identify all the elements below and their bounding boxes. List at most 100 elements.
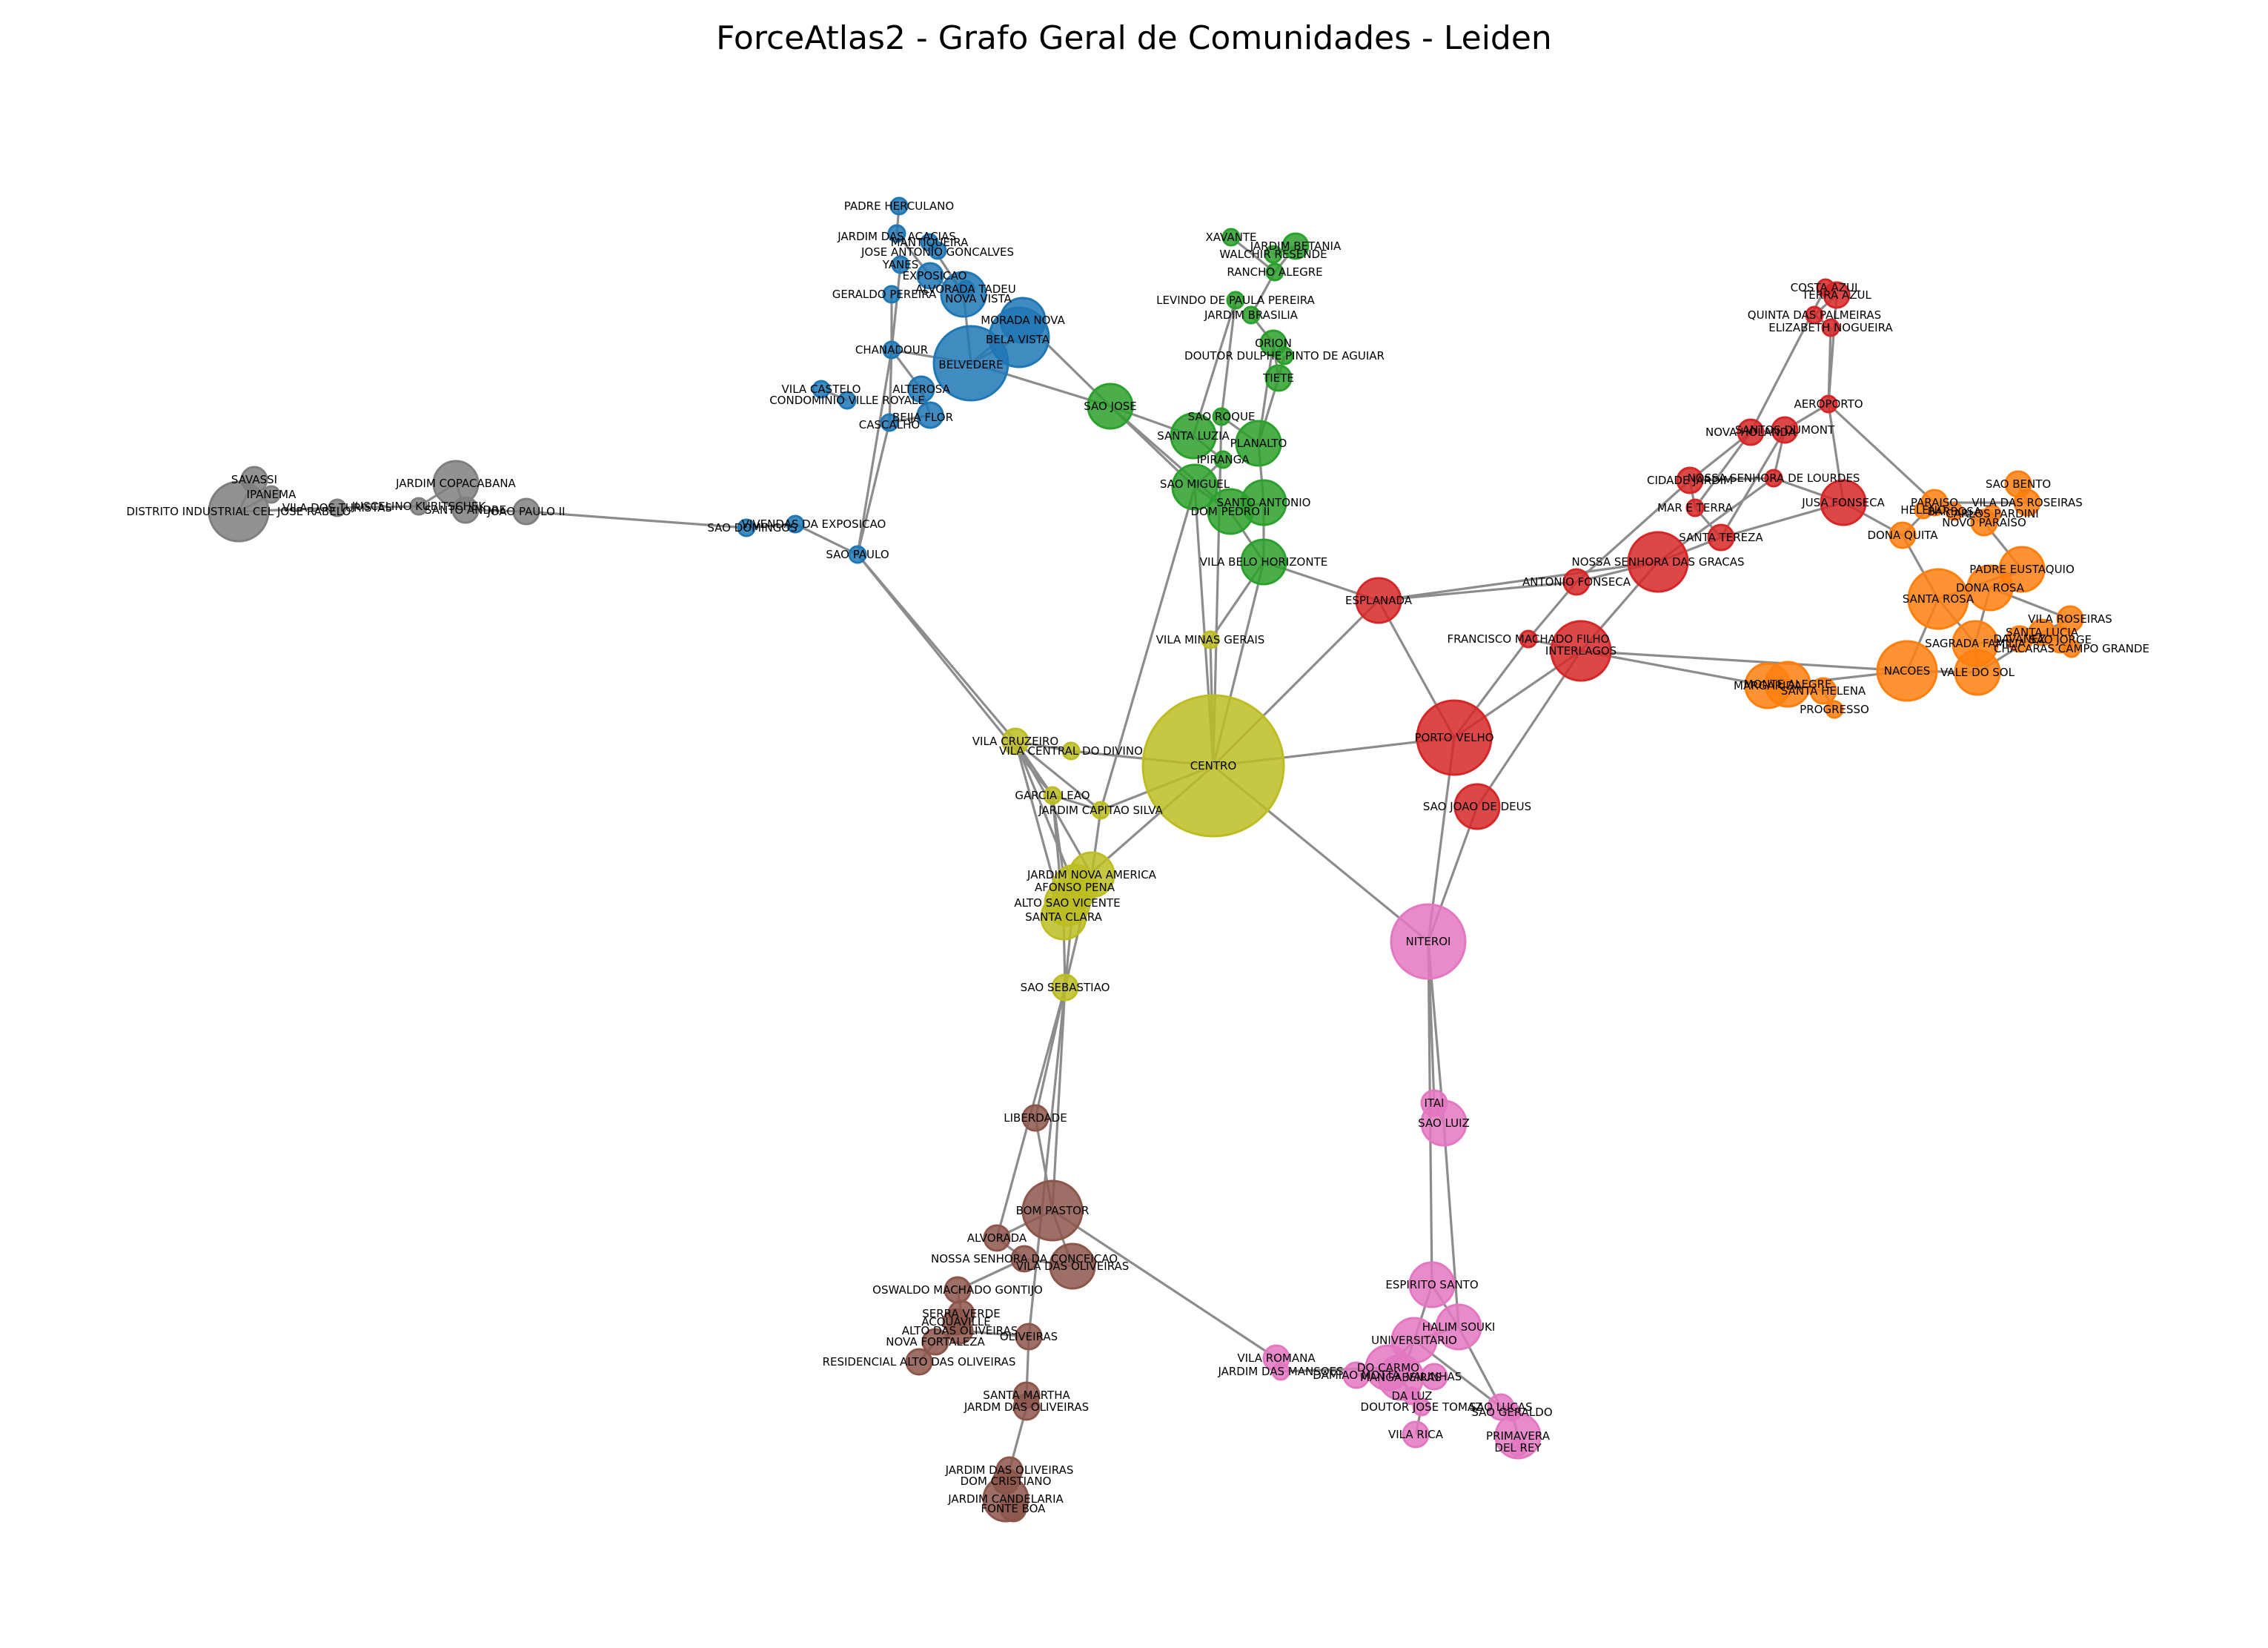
node-label: VILA CASTELO xyxy=(782,383,861,396)
graph-node xyxy=(1015,1323,1043,1351)
graph-edge xyxy=(525,510,747,529)
graph-node xyxy=(921,1328,949,1356)
node-label: SANTO ANDRE xyxy=(425,503,506,517)
node-label: PRIMAVERA xyxy=(1486,1429,1551,1443)
graph-edge xyxy=(1694,431,1752,509)
graph-node xyxy=(916,262,944,290)
node-label: BELVEDERE xyxy=(938,358,1003,371)
graph-node xyxy=(1170,412,1217,460)
node-label: TERRA AZUL xyxy=(1801,288,1871,302)
node-label: DEL REY xyxy=(1494,1441,1542,1455)
graph-node xyxy=(1966,564,2014,612)
graph-node xyxy=(1907,568,1969,630)
graph-edge xyxy=(1827,294,1838,405)
graph-node xyxy=(1676,466,1704,494)
graph-node xyxy=(451,496,480,524)
node-label: SAVASSI xyxy=(231,473,277,486)
node-label: AEROPORTO xyxy=(1794,397,1863,411)
node-label: ALVORADA xyxy=(967,1231,1027,1245)
nodes-layer xyxy=(208,196,2084,1523)
graph-node xyxy=(409,497,428,516)
node-label: SAO DOMINGOS xyxy=(707,521,797,535)
graph-edge xyxy=(1580,649,1768,687)
node-label: AFONSO PENA xyxy=(1035,881,1115,894)
node-label: VILA ROSEIRAS xyxy=(2028,612,2112,626)
node-label: FRANCISCO MACHADO FILHO xyxy=(1448,632,1610,646)
node-label: VILA CRUZEIRO xyxy=(972,735,1058,748)
graph-edge xyxy=(1051,987,1067,1211)
graph-node xyxy=(1221,228,1241,247)
node-label: NOSSA SENHORA DA CONCEICAO xyxy=(931,1252,1118,1265)
node-label: DONA QUITA xyxy=(1867,529,1938,542)
graph-node xyxy=(1771,416,1799,444)
graph-node xyxy=(999,1495,1027,1523)
node-label: ACQUAVILLE xyxy=(921,1315,990,1328)
node-label: SANTA TEREZA xyxy=(1679,531,1763,544)
graph-edge xyxy=(856,422,891,555)
node-label: CASCALHO xyxy=(859,418,920,431)
node-label: JARDIM CAPITAO SILVA xyxy=(1038,804,1163,817)
graph-edge xyxy=(795,523,858,556)
graph-node xyxy=(1010,1245,1038,1273)
graph-edge xyxy=(1580,649,1908,672)
node-label: HELENO xyxy=(1900,503,1946,517)
node-label: MANTIQUEIRA xyxy=(891,236,969,249)
node-label: QUINTA DAS PALMEIRAS xyxy=(1748,308,1881,322)
node-label: ESPLANADA xyxy=(1345,594,1413,607)
graph-edge xyxy=(1476,650,1582,807)
node-label: JARDIM COPACABANA xyxy=(395,477,516,490)
node-label: JARDM DAS OLIVEIRAS xyxy=(964,1400,1089,1414)
graph-node xyxy=(1823,281,1851,309)
graph-node xyxy=(1213,450,1233,469)
node-label: GARCIA LEAO xyxy=(1015,789,1090,802)
node-label: LIBERDADE xyxy=(1004,1111,1067,1125)
graph-node xyxy=(1091,801,1110,820)
node-label: VALINHAS xyxy=(1407,1370,1462,1383)
graph-node xyxy=(848,545,867,564)
graph-node xyxy=(1764,661,1811,708)
graph-node xyxy=(1819,394,1838,414)
graph-node xyxy=(1051,973,1079,1002)
node-label: SAO JOSE xyxy=(1084,400,1137,413)
graph-node xyxy=(1212,407,1231,426)
graph-node xyxy=(1342,1361,1370,1389)
graph-node xyxy=(887,224,906,243)
node-label: SAO JOAO DE DEUS xyxy=(1423,800,1531,813)
graph-node xyxy=(512,497,540,526)
node-label: ORION xyxy=(1255,337,1292,350)
graph-node xyxy=(1685,498,1705,517)
graph-node xyxy=(1494,1412,1542,1460)
node-label: FONTE BOA xyxy=(981,1502,1047,1515)
graph-node xyxy=(1420,1099,1468,1147)
node-label: OLIVEIRAS xyxy=(1000,1330,1058,1343)
node-label: VILA DOS TURISTAS xyxy=(282,501,392,514)
node-label: DA LUZ xyxy=(1392,1389,1433,1403)
graph-node xyxy=(1707,523,1735,552)
node-label: DAVANEZ xyxy=(1993,632,2046,646)
node-label: SANTOS DUMONT xyxy=(1735,423,1835,437)
node-label: COSTA AZUL xyxy=(1791,281,1861,294)
graph-node xyxy=(1945,502,1964,521)
graph-node xyxy=(1764,469,1783,488)
graph-edge xyxy=(1442,1122,1460,1328)
node-label: GERALDO PEREIRA xyxy=(832,288,937,301)
graph-title: ForceAtlas2 - Grafo Geral de Comunidades… xyxy=(716,19,1552,57)
node-label: SAO LUIZ xyxy=(1418,1116,1470,1130)
graph-node xyxy=(1820,479,1867,526)
graph-node xyxy=(940,271,987,318)
graph-node xyxy=(882,340,901,360)
node-label: OSWALDO MACHADO GONTIJO xyxy=(872,1283,1043,1297)
node-label: YANES xyxy=(882,258,918,271)
node-label: NOVA HOLANDA xyxy=(1705,426,1797,439)
graph-edge xyxy=(336,505,420,509)
node-label: VILA CENTRAL DO DIVINO xyxy=(999,744,1143,758)
graph-node xyxy=(1043,786,1062,805)
graph-node xyxy=(1201,630,1220,649)
node-label: CONDOMINIO VILLE ROYALE xyxy=(769,394,925,407)
graph-edge xyxy=(1689,477,1774,482)
graph-node xyxy=(1550,620,1612,682)
node-label: SANTA MARTHA xyxy=(983,1389,1070,1402)
graph-node xyxy=(1275,346,1294,365)
node-label: HALIM SOUKI xyxy=(1422,1320,1496,1334)
